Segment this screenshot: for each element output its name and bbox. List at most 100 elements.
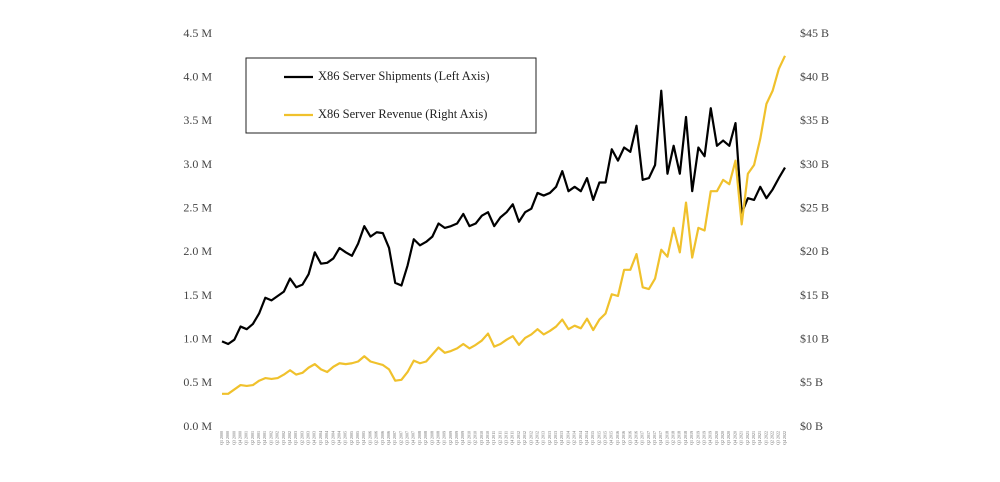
y-tick-label: 2.5 M <box>183 200 212 214</box>
x-tick-label: Q3 2003 <box>306 431 311 445</box>
x-tick-label: Q3 2015 <box>603 431 608 445</box>
x-tick-label: Q1 2018 <box>664 431 669 445</box>
x-tick-label: Q4 2015 <box>609 431 614 445</box>
x-tick-label: Q3 2017 <box>652 431 657 445</box>
x-tick-label: Q2 2000 <box>225 431 230 445</box>
series-line <box>221 89 786 346</box>
x-tick-label: Q2 2014 <box>572 431 577 445</box>
x-tick-label: Q4 2018 <box>683 431 688 445</box>
x-tick-label: Q1 2021 <box>739 431 744 445</box>
x-tick-label: Q1 2005 <box>343 431 348 445</box>
y-tick-label: 2.0 M <box>183 244 212 258</box>
x-tick-label: Q2 2005 <box>349 431 354 445</box>
x-tick-label: Q4 2007 <box>411 431 416 445</box>
x-tick-label: Q3 2019 <box>701 431 706 445</box>
x-tick-label: Q4 2011 <box>510 431 515 445</box>
x-tick-label: Q1 2001 <box>244 431 249 445</box>
x-tick-label: Q2 2013 <box>547 431 552 445</box>
x-tick-label: Q1 2002 <box>268 431 273 445</box>
y-tick-label: 3.0 M <box>183 157 212 171</box>
x-tick-label: Q1 2017 <box>640 431 645 445</box>
x-tick-label: Q2 2022 <box>770 431 775 445</box>
x-tick-label: Q4 2019 <box>708 431 713 445</box>
y2-tick-label: $35 B <box>800 113 829 127</box>
x-tick-label: Q3 2008 <box>429 431 434 445</box>
x-tick-label: Q2 2001 <box>250 431 255 445</box>
x-tick-label: Q1 2006 <box>367 431 372 445</box>
x-tick-label: Q4 2008 <box>435 431 440 445</box>
x-tick-label: Q4 2002 <box>287 431 292 445</box>
x-tick-label: Q3 2014 <box>578 431 583 445</box>
x-tick-label: Q4 2013 <box>559 431 564 445</box>
x-tick-label: Q3 2016 <box>627 431 632 445</box>
x-tick-label: Q2 2012 <box>522 431 527 445</box>
x-tick-label: Q3 2004 <box>330 431 335 445</box>
x-tick-label: Q1 2003 <box>293 431 298 445</box>
y-tick-label: 4.0 M <box>183 69 212 83</box>
x-tick-label: Q2 2010 <box>473 431 478 445</box>
x-tick-label: Q1 2012 <box>516 431 521 445</box>
x-tick-label: Q2 2021 <box>745 431 750 445</box>
x-tick-label: Q3 2006 <box>380 431 385 445</box>
x-tick-label: Q4 2005 <box>361 431 366 445</box>
x-tick-label: Q2 2011 <box>497 431 502 445</box>
x-tick-label: Q1 2004 <box>318 431 323 445</box>
x-tick-label: Q3 2001 <box>256 431 261 445</box>
x-tick-label: Q1 2009 <box>442 431 447 445</box>
x-tick-label: Q4 2003 <box>312 431 317 445</box>
x-tick-label: Q4 2001 <box>262 431 267 445</box>
x-tick-label: Q1 2016 <box>615 431 620 445</box>
x-tick-label: Q2 2002 <box>275 431 280 445</box>
y-tick-label: 3.5 M <box>183 113 212 127</box>
x-tick-label: Q3 2022 <box>776 431 781 445</box>
y-tick-label: 4.5 M <box>183 26 212 40</box>
x-tick-label: Q2 2009 <box>448 431 453 445</box>
x-tick-label: Q1 2010 <box>466 431 471 445</box>
y-tick-label: 0.5 M <box>183 375 212 389</box>
x-tick-label: Q3 2002 <box>281 431 286 445</box>
x-tick-label: Q3 2012 <box>528 431 533 445</box>
y2-tick-label: $5 B <box>800 375 823 389</box>
x-tick-label: Q4 2004 <box>336 431 341 445</box>
x-tick-label: Q2 2015 <box>596 431 601 445</box>
series-line <box>222 55 786 395</box>
x-tick-label: Q1 2000 <box>219 431 224 445</box>
y2-tick-label: $25 B <box>800 200 829 214</box>
x-tick-label: Q4 2010 <box>485 431 490 445</box>
x-tick-label: Q3 2018 <box>677 431 682 445</box>
y-tick-label: 0.0 M <box>183 419 212 433</box>
x-tick-label: Q2 2008 <box>423 431 428 445</box>
x-tick-label: Q3 2021 <box>751 431 756 445</box>
y-tick-label: 1.5 M <box>183 288 212 302</box>
x-tick-label: Q3 2009 <box>454 431 459 445</box>
x-tick-label: Q2 2003 <box>299 431 304 445</box>
x-tick-label: Q4 2022 <box>782 431 787 445</box>
x-tick-label: Q1 2007 <box>392 431 397 445</box>
x-tick-label: Q2 2020 <box>720 431 725 445</box>
x-tick-label: Q4 2014 <box>584 431 589 445</box>
y2-tick-label: $40 B <box>800 69 829 83</box>
x-tick-label: Q3 2011 <box>504 431 509 445</box>
legend-box <box>245 57 537 134</box>
y2-tick-label: $20 B <box>800 244 829 258</box>
x-tick-label: Q4 2016 <box>633 431 638 445</box>
x-tick-label: Q1 2013 <box>541 431 546 445</box>
y2-tick-label: $10 B <box>800 331 829 345</box>
x-tick-label: Q4 2020 <box>732 431 737 445</box>
x-tick-label: Q2 2007 <box>398 431 403 445</box>
legend-label: X86 Server Shipments (Left Axis) <box>318 69 490 83</box>
x-tick-label: Q4 2012 <box>534 431 539 445</box>
x-tick-label: Q2 2004 <box>324 431 329 445</box>
x-tick-label: Q1 2020 <box>714 431 719 445</box>
x-tick-label: Q1 2008 <box>417 431 422 445</box>
y2-tick-label: $30 B <box>800 157 829 171</box>
y-tick-label: 1.0 M <box>183 331 212 345</box>
x-tick-label: Q4 2017 <box>658 431 663 445</box>
x-tick-label: Q1 2011 <box>491 431 496 445</box>
y2-tick-label: $15 B <box>800 288 829 302</box>
x-tick-label: Q3 2010 <box>479 431 484 445</box>
x-tick-label: Q1 2019 <box>689 431 694 445</box>
x-tick-label: Q3 2020 <box>726 431 731 445</box>
x-tick-label: Q4 2009 <box>460 431 465 445</box>
